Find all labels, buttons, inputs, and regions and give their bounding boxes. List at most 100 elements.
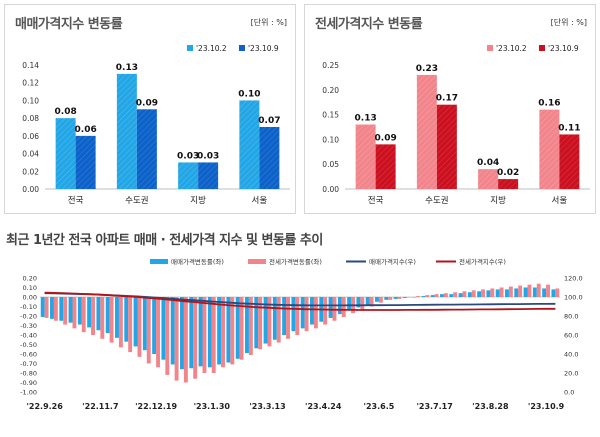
- bar: [328, 297, 333, 318]
- bar: [536, 283, 541, 297]
- y-tick-label: 0.14: [22, 61, 39, 70]
- bar: [63, 297, 68, 325]
- bar-value-label: 0.08: [55, 107, 77, 117]
- bar: [499, 287, 504, 297]
- bar: [559, 134, 580, 189]
- y-left-tick-label: -0.30: [20, 322, 37, 330]
- y-left-tick-label: 0.20: [23, 275, 37, 283]
- x-tick-label: '22.11.7: [82, 402, 118, 411]
- bar: [137, 297, 142, 357]
- bar: [142, 297, 147, 351]
- bar-value-label: 0.09: [136, 98, 158, 108]
- y-left-tick-label: -0.50: [20, 341, 37, 349]
- bar: [87, 297, 92, 328]
- bar: [276, 297, 281, 343]
- bar: [295, 297, 300, 335]
- bar: [217, 297, 222, 365]
- bar: [527, 284, 532, 297]
- bar: [347, 297, 352, 311]
- y-tick-label: 0.12: [22, 79, 39, 88]
- legend-label: '23.10.9: [248, 44, 279, 53]
- y-right-tick-label: 80.0: [564, 313, 578, 321]
- y-tick-label: 0.08: [22, 114, 39, 123]
- bar: [202, 297, 207, 373]
- bar: [53, 297, 58, 321]
- x-category-label: 수도권: [425, 195, 448, 206]
- x-tick-label: '22.9.26: [26, 402, 63, 411]
- bar: [555, 288, 560, 297]
- bar: [462, 291, 467, 297]
- bar: [198, 297, 203, 367]
- bar: [189, 297, 194, 369]
- bar: [133, 297, 138, 347]
- bar-value-label: 0.10: [238, 89, 260, 99]
- bar: [91, 297, 95, 335]
- bar: [44, 297, 49, 318]
- bar: [402, 297, 407, 298]
- jeonse-change-panel: 전세가격지수 변동률 [단위 : %] '23.10.2 '23.10.9 0.00…: [304, 4, 596, 214]
- y-tick-label: 0.10: [22, 96, 39, 105]
- y-tick-label: 0.25: [322, 61, 339, 70]
- bar: [323, 297, 328, 325]
- legend-swatch: [150, 259, 168, 264]
- bar: [434, 294, 439, 297]
- bar: [178, 162, 199, 189]
- x-category-label: 지방: [190, 195, 206, 206]
- bar: [310, 297, 314, 325]
- y-tick-label: 0.10: [322, 135, 339, 144]
- legend-swatch: [487, 45, 493, 51]
- sale-change-panel: 매매가격지수 변동률 [단위 : %] '23.10.2 '23.10.9 0.00…: [4, 4, 296, 214]
- bar: [146, 297, 151, 364]
- bar: [286, 297, 290, 339]
- bar: [481, 289, 485, 297]
- bar: [124, 297, 129, 342]
- bar: [443, 293, 448, 297]
- x-tick-label: '23.6.5: [364, 402, 395, 411]
- bar: [152, 297, 157, 354]
- x-tick-label: '23.8.28: [472, 402, 509, 411]
- x-tick-label: '22.12.19: [135, 402, 177, 411]
- bar: [59, 297, 64, 321]
- y-right-tick-label: 20.0: [564, 370, 578, 378]
- bar: [81, 297, 86, 333]
- bar: [539, 109, 560, 189]
- bar: [96, 297, 101, 331]
- bar-value-label: 0.11: [558, 123, 580, 133]
- bar-value-label: 0.13: [116, 63, 138, 73]
- bar: [430, 295, 435, 297]
- legend-swatch: [187, 45, 193, 51]
- bar: [183, 297, 188, 383]
- bar: [193, 297, 198, 379]
- bar: [369, 297, 374, 307]
- y-left-tick-label: -0.90: [20, 379, 37, 387]
- legend-label: 매매가격지수(우): [369, 257, 416, 266]
- y-left-tick-label: -0.70: [20, 360, 37, 368]
- bar: [239, 100, 260, 189]
- bar-value-label: 0.09: [375, 133, 397, 143]
- bar: [471, 290, 476, 297]
- bar: [416, 296, 420, 297]
- bar: [239, 297, 244, 360]
- bar: [532, 287, 537, 297]
- bar: [198, 162, 219, 189]
- y-left-tick-label: -0.40: [20, 332, 37, 340]
- y-left-tick-label: -0.80: [20, 370, 37, 378]
- bar: [226, 297, 231, 363]
- bar: [505, 289, 509, 297]
- sale-change-unit: [단위 : %]: [250, 18, 287, 27]
- legend-label: '23.10.9: [548, 44, 579, 53]
- bar: [384, 297, 389, 300]
- bar: [68, 297, 73, 323]
- x-category-label: 지방: [490, 195, 506, 206]
- bar: [211, 297, 216, 373]
- bar-value-label: 0.03: [177, 151, 199, 161]
- bar: [128, 297, 133, 353]
- y-tick-label: 0.06: [22, 132, 39, 141]
- y-right-tick-label: 0.0: [564, 389, 574, 397]
- bar: [421, 296, 426, 297]
- bar: [170, 297, 175, 365]
- trend-title: 최근 1년간 전국 아파트 매매 · 전세가격 지수 및 변동률 추이: [6, 233, 323, 248]
- bar: [478, 169, 499, 189]
- bar-value-label: 0.17: [436, 94, 458, 104]
- bar: [291, 297, 296, 332]
